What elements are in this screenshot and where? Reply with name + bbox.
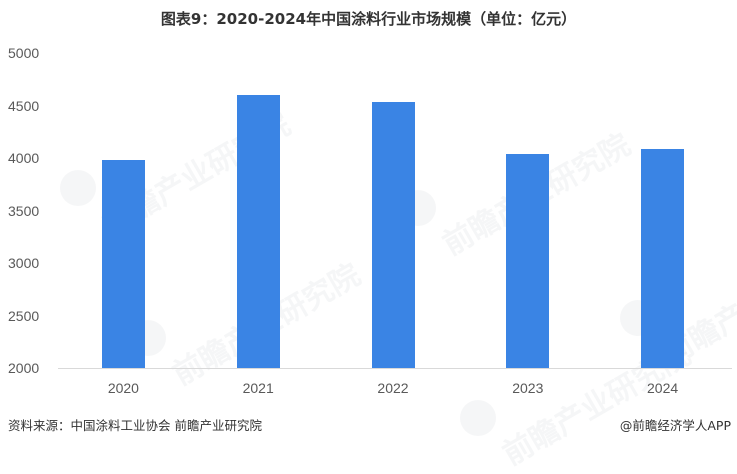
x-axis-line [58, 368, 732, 369]
bar-2023 [506, 153, 550, 368]
bar-2020 [101, 159, 145, 368]
y-tick-label: 3500 [8, 202, 40, 219]
x-tick-label: 2021 [242, 380, 274, 396]
chart-title: 图表9：2020-2024年中国涂料行业市场规模（单位：亿元） [160, 10, 577, 28]
bar-2021 [236, 95, 280, 368]
watermark-logo-icon [60, 170, 96, 206]
x-tick-label: 2024 [647, 380, 679, 396]
watermark-logo-icon [460, 400, 496, 436]
y-tick-label: 3000 [8, 255, 40, 271]
y-tick-label: 4000 [8, 150, 40, 166]
source-note: 资料来源：中国涂料工业协会 前瞻产业研究院 [8, 418, 262, 433]
y-tick-label: 2000 [8, 360, 40, 376]
x-tick-label: 2022 [377, 380, 409, 396]
x-tick-label: 2020 [107, 380, 139, 396]
x-tick-label: 2023 [512, 380, 544, 396]
y-tick-label: 2500 [8, 307, 40, 324]
bar-2022 [371, 102, 415, 368]
y-tick-label: 5000 [8, 45, 40, 61]
y-tick-label: 4500 [8, 97, 40, 114]
bar-2024 [641, 149, 685, 368]
credit-note: @前瞻经济学人APP [619, 418, 731, 433]
